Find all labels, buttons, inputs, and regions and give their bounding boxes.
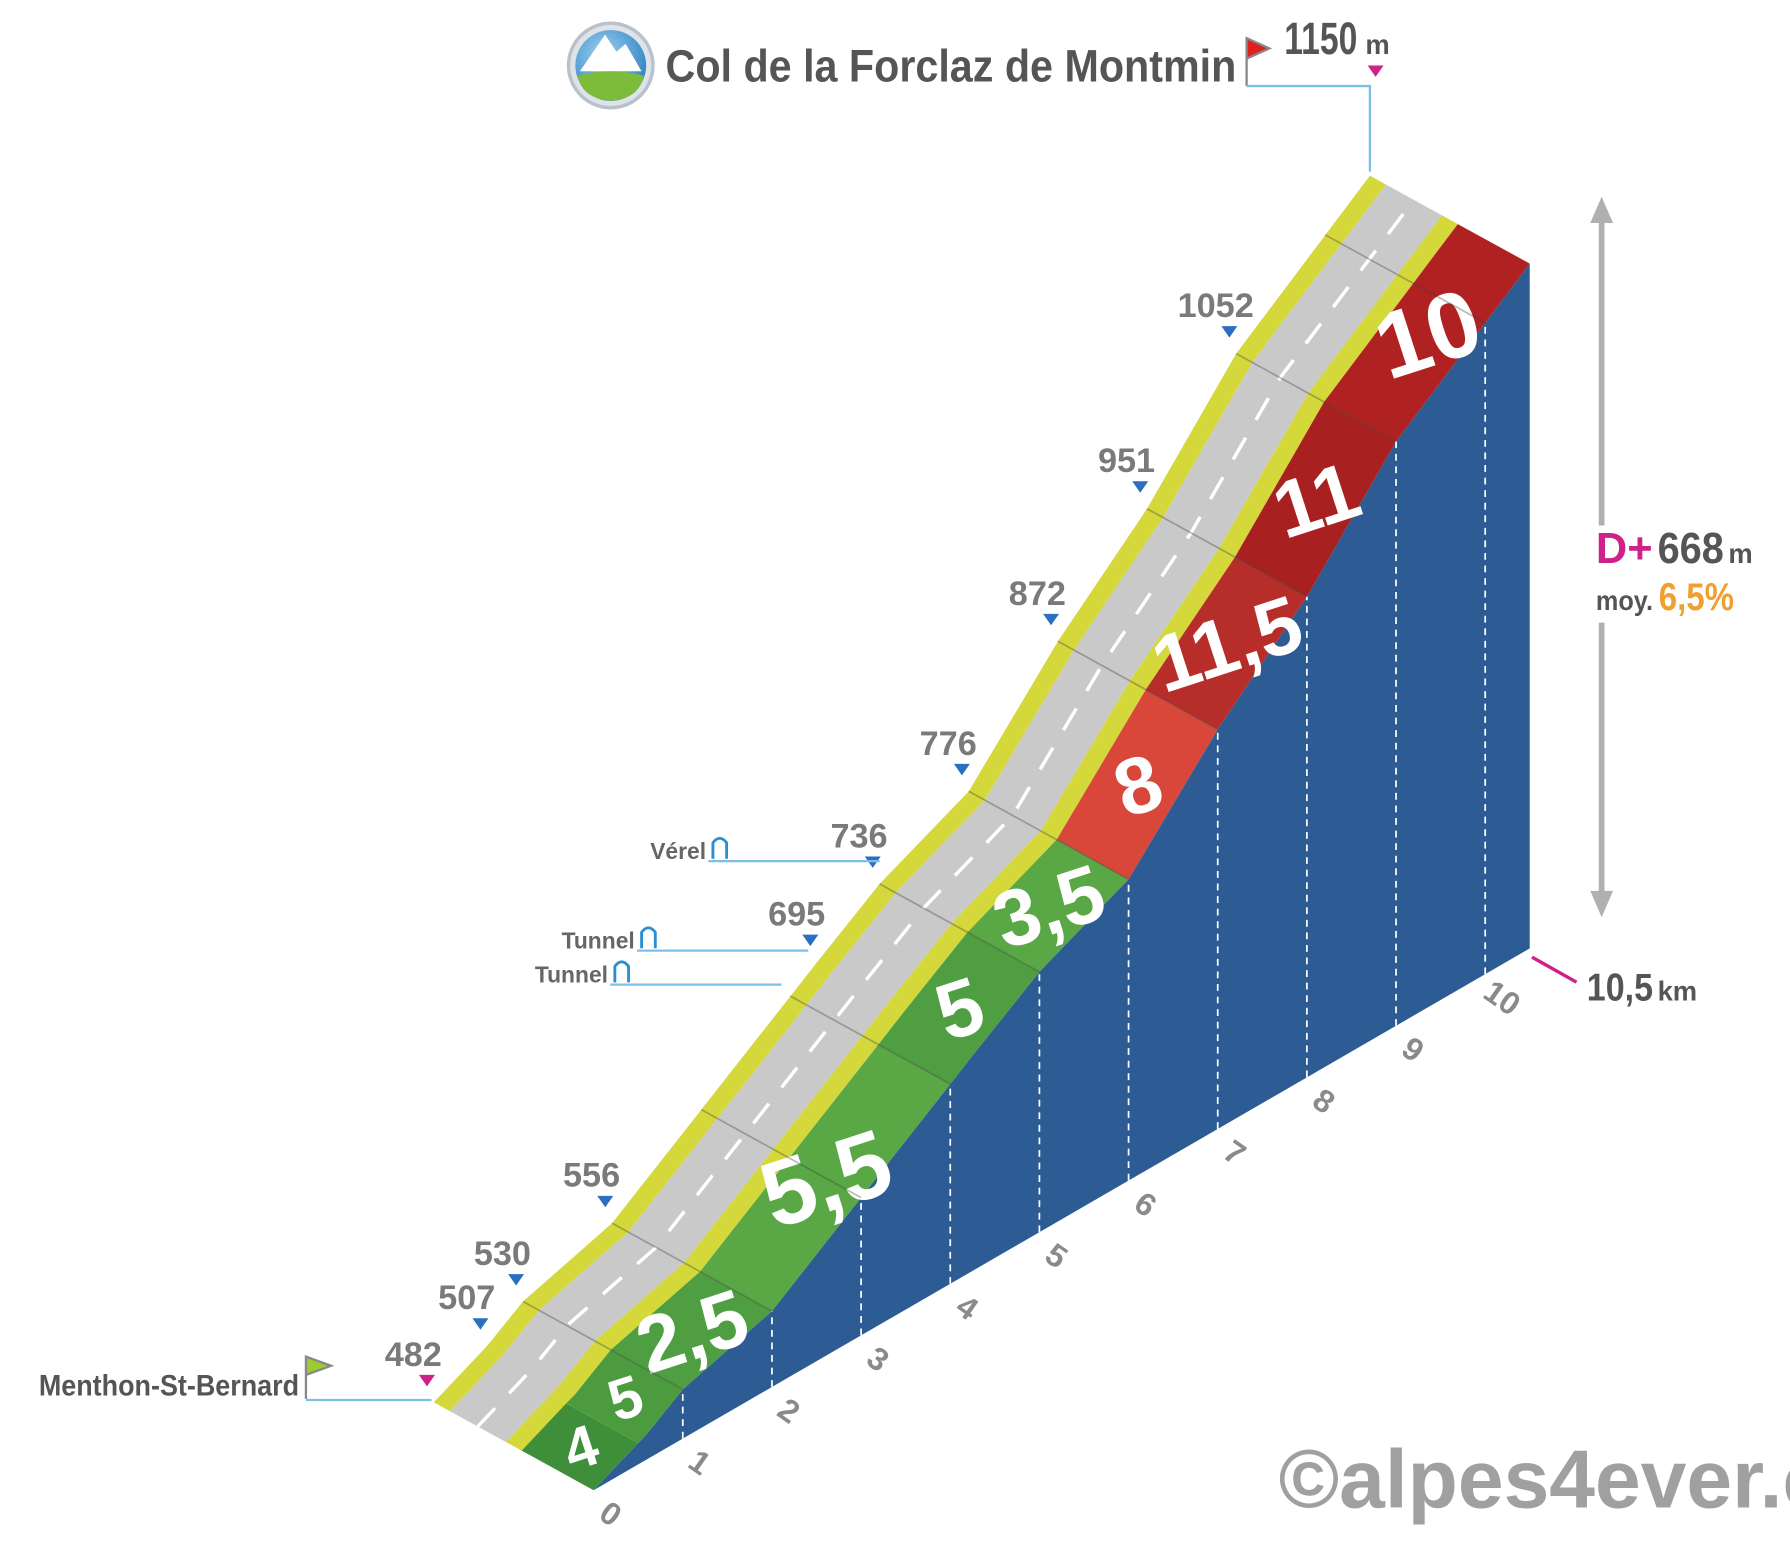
- summit-leader: [1246, 84, 1372, 172]
- road-verge: [505, 215, 1458, 1451]
- gradient-segment: [1234, 401, 1397, 597]
- x-tick-label: 4: [950, 1288, 985, 1328]
- profile-wall: [593, 263, 1530, 1491]
- x-tick-label: 0: [593, 1494, 628, 1534]
- elevation-label: 695: [768, 896, 825, 934]
- summit-unit: m: [1365, 29, 1389, 60]
- gradient-segment: [521, 1403, 639, 1491]
- elevation-label: 556: [563, 1157, 620, 1195]
- km-section: [790, 995, 951, 1085]
- elevation-label: 736: [830, 817, 887, 855]
- km-section: [1057, 640, 1219, 730]
- summit-elevation: 1150: [1284, 13, 1357, 64]
- landmark-icon: [711, 836, 729, 859]
- km-section: [1324, 234, 1486, 324]
- landmark-icon: [613, 960, 630, 983]
- distance-value: 10,5: [1587, 966, 1653, 1009]
- elevation-label: 530: [474, 1235, 531, 1273]
- elevation-label: 507: [438, 1279, 495, 1317]
- km-section: [1235, 352, 1397, 443]
- gain-unit: m: [1728, 538, 1752, 569]
- gradient-segment: [878, 932, 1040, 1085]
- road: [449, 184, 1442, 1442]
- x-tick-label: 3: [861, 1339, 896, 1379]
- average-prefix: moy.: [1596, 585, 1653, 616]
- elevation-marker: [418, 1374, 435, 1387]
- gradient-segment: [700, 1044, 951, 1312]
- elevation-label: 482: [385, 1336, 442, 1374]
- elevation-label: 951: [1098, 442, 1155, 480]
- elevation-label: 1052: [1178, 287, 1254, 325]
- title: Col de la Forclaz de Montmin: [666, 40, 1237, 91]
- gain-prefix: D+: [1596, 525, 1653, 573]
- elevation-marker: [508, 1274, 525, 1286]
- gradient-segment: [566, 1349, 683, 1444]
- credit: ©alpes4ever.c: [1279, 1434, 1790, 1525]
- x-tick-label: 10: [1477, 973, 1527, 1023]
- elevation-marker: [1043, 613, 1060, 626]
- elevation-marker: [953, 763, 970, 776]
- x-tick-label: 7: [1217, 1133, 1252, 1173]
- elevation-marker: [1221, 326, 1238, 338]
- km-section: [879, 883, 1040, 973]
- average-value: 6,5%: [1659, 576, 1734, 619]
- road-verge: [433, 175, 1386, 1412]
- height-arrow: [1590, 196, 1614, 918]
- distance-unit: km: [1658, 975, 1698, 1006]
- km-section: [968, 790, 1129, 880]
- gradient-segment: [1324, 224, 1530, 442]
- title-icon: [566, 21, 655, 110]
- gain-value: 668: [1658, 525, 1724, 573]
- landmark-label: Tunnel: [562, 927, 635, 953]
- km-section: [700, 1108, 862, 1199]
- elevation-label: 776: [920, 725, 977, 763]
- km-section: [522, 1300, 684, 1391]
- start-name: Menthon-St-Bernard: [39, 1369, 299, 1402]
- elevation-label: 872: [1009, 575, 1066, 613]
- elevation-marker: [802, 934, 819, 947]
- x-tick-label: 9: [1395, 1030, 1430, 1070]
- x-tick-label: 6: [1128, 1184, 1163, 1224]
- gradient-segment: [1056, 689, 1218, 880]
- start-flag: [304, 1355, 335, 1399]
- road-centerline: [476, 198, 1416, 1428]
- summit-flag: [1245, 36, 1273, 87]
- elevation-marker: [597, 1195, 614, 1208]
- x-tick-label: 5: [1039, 1236, 1074, 1276]
- summit-marker: [1367, 65, 1384, 77]
- gradient-segment: [610, 1271, 772, 1390]
- gradient-segment: [1145, 557, 1307, 730]
- x-tick-label: 1: [682, 1442, 717, 1482]
- landmark-label: Tunnel: [535, 961, 608, 987]
- x-tick-label: 2: [771, 1391, 806, 1431]
- landmark-label: Vérel: [650, 838, 706, 864]
- gradient-segment: [967, 839, 1129, 972]
- distance-tick: [1531, 955, 1578, 984]
- elevation-marker: [1132, 481, 1149, 493]
- elevation-marker: [472, 1318, 489, 1330]
- x-tick-label: 8: [1306, 1081, 1341, 1121]
- landmark-icon: [640, 926, 657, 949]
- profile: 452,55,553,5811,511100123456789104825075…: [385, 175, 1530, 1534]
- km-section: [611, 1222, 773, 1312]
- km-section: [1146, 507, 1308, 598]
